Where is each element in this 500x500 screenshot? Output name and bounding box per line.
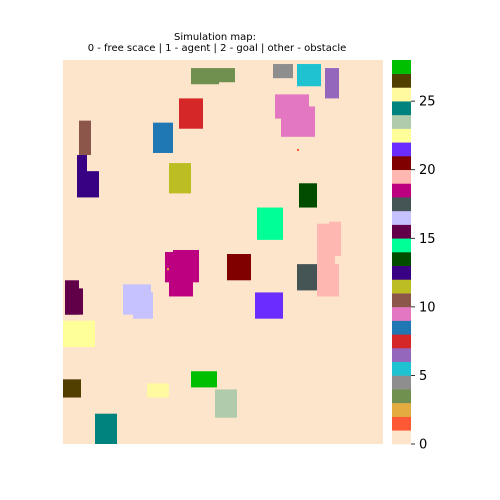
colorbar-tick-label-20: 20 bbox=[419, 163, 436, 178]
colorbar-swatch-0 bbox=[392, 430, 411, 445]
colorbar: 0 5 10 15 20 25 bbox=[392, 60, 436, 453]
obstacle-23-part-0 bbox=[215, 389, 237, 418]
obstacle-14-part-0 bbox=[257, 207, 283, 240]
colorbar-swatch-13 bbox=[392, 252, 411, 267]
colorbar-tick-label-0: 0 bbox=[419, 438, 427, 453]
colorbar-swatch-10 bbox=[392, 293, 411, 308]
colorbar-swatch-12 bbox=[392, 265, 411, 280]
colorbar-tick-label-15: 15 bbox=[419, 232, 436, 247]
colorbar-swatch-21 bbox=[392, 142, 411, 157]
obstacle-15-part-1 bbox=[65, 288, 83, 315]
obstacle-16-part-1 bbox=[133, 292, 153, 319]
obstacle-26-part-0 bbox=[63, 379, 81, 398]
colorbar-swatch-26 bbox=[392, 73, 411, 88]
colorbar-swatch-7 bbox=[392, 334, 411, 349]
colorbar-swatch-15 bbox=[392, 224, 411, 239]
obstacle-6-part-0 bbox=[325, 68, 339, 99]
colorbar-swatch-4 bbox=[392, 375, 411, 390]
colorbar-swatch-14 bbox=[392, 238, 411, 253]
colorbar-swatch-5 bbox=[392, 361, 411, 376]
colorbar-swatch-3 bbox=[392, 389, 411, 404]
colorbar-swatch-2 bbox=[392, 402, 411, 417]
colorbar-swatch-9 bbox=[392, 306, 411, 321]
obstacle-13-part-0 bbox=[299, 183, 317, 208]
obstacle-25-part-0 bbox=[147, 383, 169, 398]
goal-cell bbox=[167, 268, 169, 271]
chart-title-line-2: 0 - free scace | 1 - agent | 2 - goal | … bbox=[88, 43, 347, 54]
obstacle-8-part-0 bbox=[153, 122, 173, 153]
obstacle-20-part-0 bbox=[227, 254, 251, 281]
chart-title-line-1: Simulation map: bbox=[174, 32, 256, 43]
obstacle-11-part-0 bbox=[169, 163, 191, 194]
obstacle-18-part-2 bbox=[169, 270, 193, 297]
obstacle-3-part-0 bbox=[191, 68, 219, 85]
obstacle-19-part-1 bbox=[329, 221, 341, 257]
colorbar-tick-label-25: 25 bbox=[419, 95, 436, 110]
obstacle-7-part-0 bbox=[179, 98, 203, 129]
colorbar-swatch-11 bbox=[392, 279, 411, 294]
map-grid bbox=[63, 60, 383, 444]
colorbar-swatch-25 bbox=[392, 87, 411, 102]
obstacle-19-part-2 bbox=[317, 264, 339, 297]
obstacle-12-part-1 bbox=[77, 171, 99, 198]
colorbar-swatch-17 bbox=[392, 197, 411, 212]
colorbar-swatch-18 bbox=[392, 183, 411, 198]
obstacle-5-part-0 bbox=[297, 64, 321, 87]
colorbar-tick-label-10: 10 bbox=[419, 300, 436, 315]
colorbar-swatch-22 bbox=[392, 128, 411, 143]
colorbar-swatch-6 bbox=[392, 348, 411, 363]
colorbar-swatch-27 bbox=[392, 60, 411, 75]
colorbar-swatch-23 bbox=[392, 114, 411, 129]
obstacle-21-part-0 bbox=[255, 292, 283, 319]
colorbar-swatch-1 bbox=[392, 416, 411, 431]
colorbar-swatch-20 bbox=[392, 156, 411, 171]
colorbar-swatch-24 bbox=[392, 101, 411, 116]
colorbar-swatch-8 bbox=[392, 320, 411, 335]
obstacle-4-part-0 bbox=[273, 64, 293, 79]
colorbar-swatch-19 bbox=[392, 169, 411, 184]
colorbar-tick-label-5: 5 bbox=[419, 369, 427, 384]
obstacle-24-part-0 bbox=[95, 413, 117, 444]
agent-cell bbox=[297, 148, 299, 151]
obstacle-27-part-0 bbox=[191, 371, 217, 388]
obstacle-9-part-1 bbox=[281, 106, 315, 137]
colorbar-swatch-16 bbox=[392, 210, 411, 225]
obstacle-10-part-0 bbox=[79, 120, 91, 155]
obstacle-3-part-1 bbox=[219, 68, 235, 83]
obstacle-22-part-0 bbox=[63, 320, 95, 347]
